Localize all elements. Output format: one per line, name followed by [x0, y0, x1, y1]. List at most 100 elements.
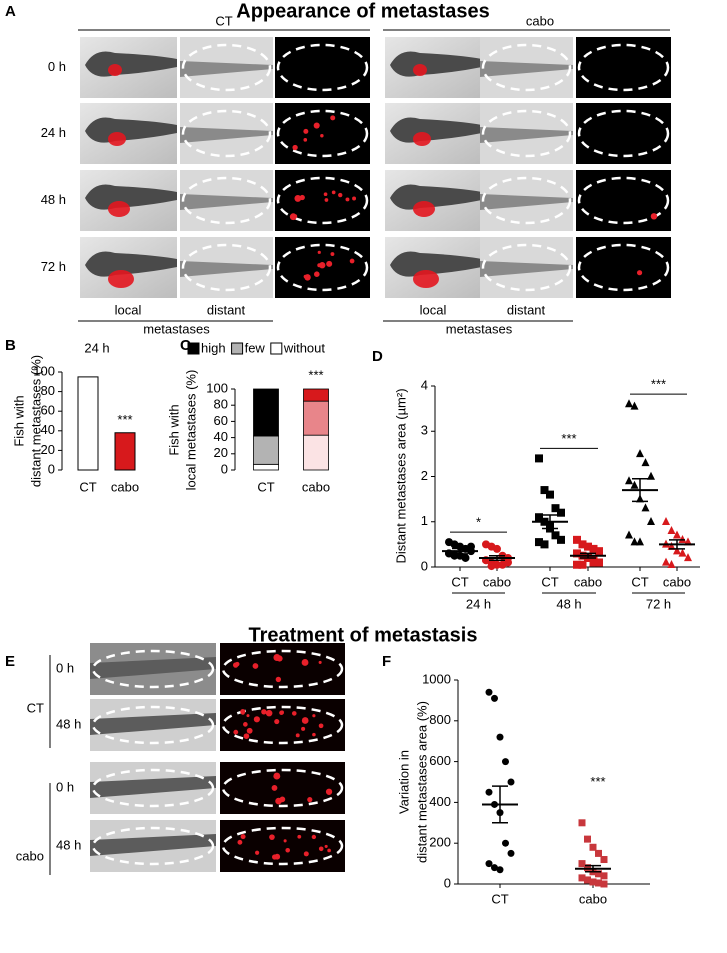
data-point: [630, 480, 639, 489]
y-tick-label: 0: [221, 461, 228, 476]
tumor: [413, 270, 439, 288]
data-point: [667, 526, 676, 534]
y-tick-label: 200: [429, 835, 451, 850]
data-point: [589, 843, 597, 851]
fluorescence-spot: [265, 709, 273, 717]
group-label: 72 h: [646, 596, 671, 611]
time-label: 0 h: [56, 660, 74, 675]
fluorescence-spot: [303, 138, 308, 142]
fish-body: [85, 117, 177, 143]
fluorescence-spot: [271, 854, 278, 860]
dashed-region: [276, 176, 369, 225]
fluorescence-spot: [324, 844, 328, 848]
significance: ***: [117, 412, 132, 427]
fish-body: [390, 251, 482, 277]
data-point: [673, 546, 681, 555]
y-axis-label: Distant metastases area (µm²): [393, 388, 408, 563]
error-bar: [580, 552, 596, 559]
dashed-region: [481, 43, 572, 92]
fluorescence-spot: [345, 197, 350, 202]
group-label: CT: [27, 700, 44, 715]
dashed-region: [221, 826, 344, 866]
bar-segment: [253, 388, 279, 437]
significance: *: [476, 515, 481, 530]
fluorescence-spot: [318, 846, 324, 852]
y-tick-label: 3: [421, 423, 428, 438]
fluorescence-spot: [318, 660, 322, 664]
y-axis-label: Fish with: [166, 404, 181, 455]
fluorescence-image: [275, 103, 370, 164]
significance: ***: [561, 431, 576, 446]
fluorescence-spot: [324, 198, 329, 202]
fish-body: [390, 117, 482, 143]
dashed-region: [91, 826, 215, 866]
fish-tail: [180, 127, 273, 143]
error-bar: [542, 514, 558, 530]
data-point: [450, 551, 459, 560]
error-bar: [489, 554, 505, 561]
dashed-region: [91, 705, 215, 745]
bar-segment: [303, 400, 329, 436]
data-point: [667, 541, 676, 550]
group-label: CT: [215, 13, 232, 28]
data-point: [491, 694, 498, 702]
fluorescence-spot: [301, 659, 309, 666]
tumor: [413, 132, 431, 146]
data-point: [662, 516, 670, 525]
data-point: [678, 548, 687, 557]
fluorescence-spot: [313, 122, 320, 129]
tumor: [108, 201, 130, 217]
y-axis-label: Fish with: [11, 395, 26, 446]
group-label: 24 h: [466, 596, 491, 611]
fish-tail: [480, 127, 573, 143]
y-tick-label: 100: [33, 363, 55, 378]
data-point: [485, 860, 493, 868]
data-point: [589, 558, 598, 567]
y-tick-label: 1: [421, 513, 428, 528]
dashed-region: [276, 43, 369, 92]
data-point: [630, 537, 639, 546]
y-tick-label: 0: [48, 461, 55, 476]
data-point: [535, 454, 543, 463]
fish-body: [85, 51, 177, 77]
fluorescence-spot: [240, 834, 246, 840]
fluorescence-spot: [255, 850, 260, 855]
y-tick-label: 800: [429, 712, 451, 727]
fish-tail: [180, 194, 273, 210]
x-tick-label: CT: [631, 574, 648, 589]
fluorescence-spot: [274, 718, 280, 725]
data-point: [667, 559, 676, 568]
fish-tail: [180, 61, 273, 77]
y-axis-label: local metastases (%): [183, 370, 198, 491]
data-point: [600, 880, 608, 888]
data-point: [647, 471, 655, 480]
fluorescence-spot: [285, 847, 291, 853]
panel-label: A: [5, 3, 16, 20]
panel-label: F: [382, 653, 391, 670]
error-bar: [492, 785, 508, 824]
error-bar: [669, 539, 685, 550]
legend-label: high: [201, 340, 226, 355]
legend-label: without: [283, 340, 326, 355]
y-axis-label: distant metastases (%): [28, 355, 43, 487]
x-tick-label: CT: [257, 479, 274, 494]
fluorescence-spot: [301, 726, 306, 731]
data-point: [507, 849, 515, 857]
column-label: local: [115, 302, 142, 317]
x-tick-label: cabo: [579, 891, 607, 906]
dashed-region: [221, 705, 344, 745]
time-label: 48 h: [56, 716, 81, 731]
tumor: [108, 64, 122, 76]
data-point: [584, 835, 591, 843]
y-tick-label: 80: [214, 397, 228, 412]
data-point: [673, 530, 681, 539]
data-point: [540, 486, 549, 495]
y-tick-label: 100: [206, 380, 228, 395]
y-axis-label: Variation in: [396, 750, 411, 814]
data-point: [625, 476, 633, 485]
data-point: [584, 542, 592, 551]
legend-label: few: [245, 340, 266, 355]
fluorescence-spot: [294, 195, 302, 202]
data-point: [496, 866, 504, 874]
time-label: 48 h: [56, 837, 81, 852]
